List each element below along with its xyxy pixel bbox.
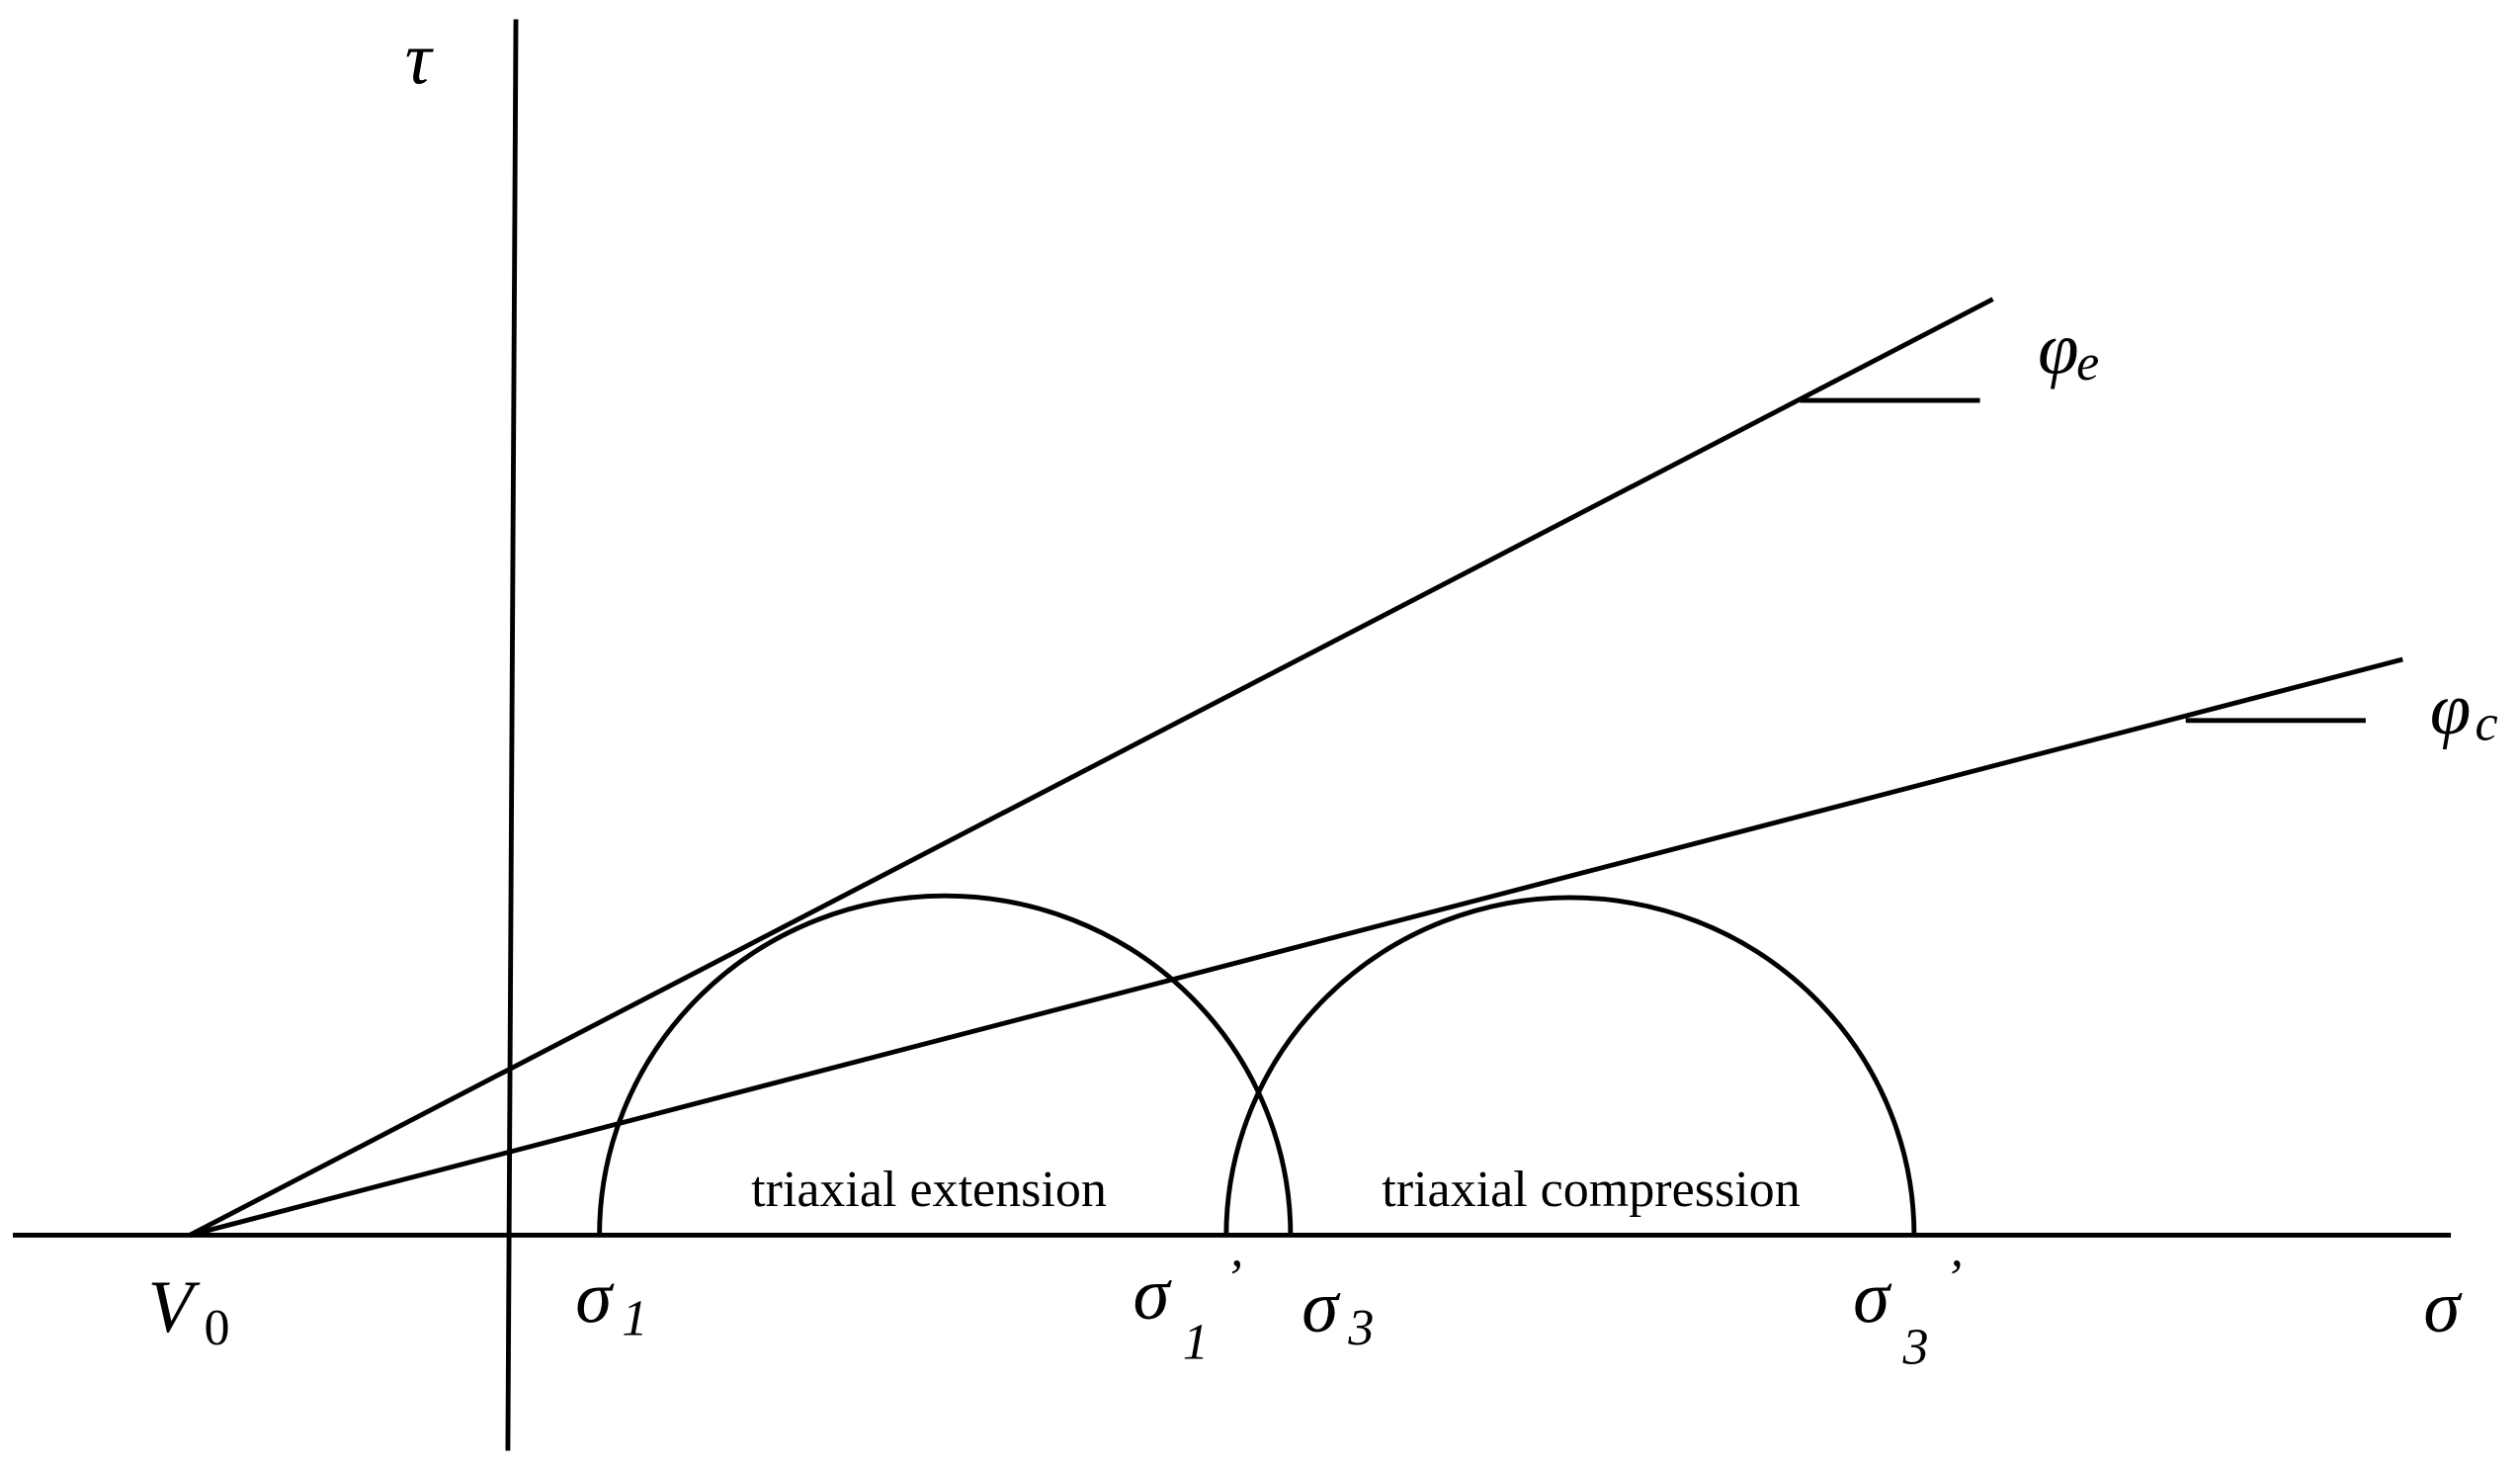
point-prime: ’ bbox=[1224, 1251, 1241, 1307]
tau-axis bbox=[505, 19, 519, 1451]
angle-label: φ bbox=[2038, 307, 2078, 389]
point-label: σ bbox=[1853, 1256, 1892, 1339]
point-label: σ bbox=[575, 1256, 615, 1339]
axis-label: σ bbox=[2423, 1266, 2463, 1348]
circle-label: triaxial extension bbox=[751, 1162, 1107, 1218]
point-subscript: 1 bbox=[622, 1290, 647, 1346]
point-subscript: 1 bbox=[1183, 1315, 1209, 1371]
mohr-circle-compression bbox=[1223, 895, 1917, 1236]
envelope-extension bbox=[188, 297, 1994, 1238]
circle-label: triaxial compression bbox=[1382, 1162, 1800, 1218]
point-label: σ bbox=[1134, 1254, 1173, 1336]
point-label: V bbox=[148, 1266, 201, 1348]
envelope-compression bbox=[189, 656, 2403, 1238]
point-subscript: 3 bbox=[1902, 1320, 1929, 1376]
point-subscript: 0 bbox=[205, 1300, 230, 1356]
point-label: σ bbox=[1302, 1266, 1341, 1348]
point-prime: ’ bbox=[1945, 1251, 1962, 1307]
axis-label: τ bbox=[405, 19, 435, 101]
point-subscript: 3 bbox=[1347, 1300, 1374, 1356]
angle-subscript: c bbox=[2475, 695, 2497, 751]
mohr-circle-extension bbox=[597, 893, 1294, 1236]
angle-label: φ bbox=[2430, 668, 2471, 750]
angle-subscript: e bbox=[2076, 335, 2099, 391]
